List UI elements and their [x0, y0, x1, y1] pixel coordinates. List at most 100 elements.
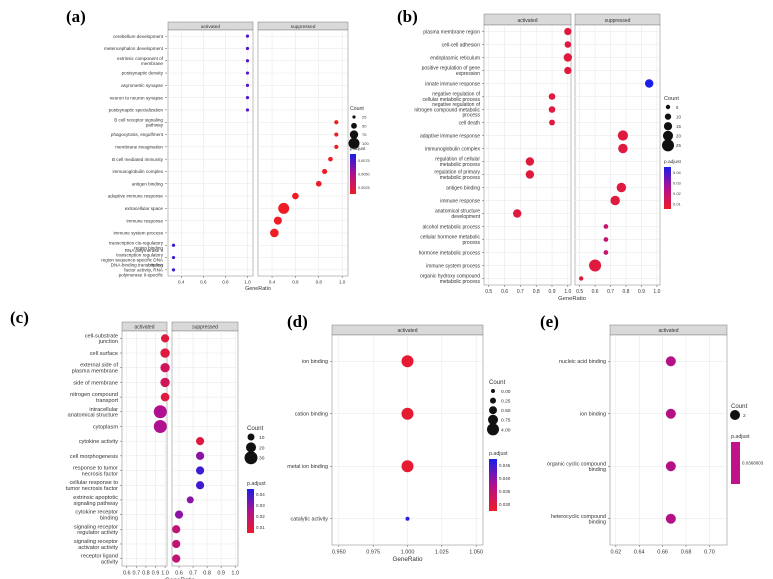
facet-strip-label: activated — [397, 328, 417, 334]
x-tick-label: 0.7 — [517, 289, 524, 295]
y-category-label: B cell receptor signaling pathway — [114, 117, 163, 127]
y-category-label: anatomical structure development — [435, 209, 481, 220]
dot-metal-ion-binding — [401, 460, 414, 473]
x-tick-label: 0.64 — [634, 550, 645, 556]
dot-dna-binding-transcription-factor-activity-rna-polymerase-ii-specific — [171, 268, 176, 272]
y-category-label: immune response — [440, 198, 480, 204]
y-category-label: neuron to neuron synapse — [110, 95, 164, 100]
y-category-label: adaptive immune response — [420, 133, 480, 139]
y-label-line: expression — [456, 71, 480, 77]
x-tick-label: 1.0 — [564, 289, 571, 295]
y-category-label: nitrogen compound transport — [70, 392, 118, 404]
legend-size-dot — [352, 115, 356, 119]
dot-signaling-receptor-activator-activity — [172, 539, 181, 549]
y-label-line: metabolic process — [440, 175, 481, 181]
panel-label-b: (b) — [397, 7, 418, 26]
dot-metencephalon-development — [245, 46, 250, 51]
dot-extrinsic-apoptotic-signaling-pathway — [186, 496, 194, 504]
x-tick-label: 0.5 — [485, 289, 492, 295]
y-label-line: nitrogen compound metabolic — [414, 107, 480, 113]
y-category-label: asymmetric synapse — [121, 83, 163, 88]
dot-immune-response — [610, 195, 620, 206]
y-label-line: postsynaptic specialization — [109, 108, 164, 113]
y-label-line: cerebellum development — [113, 34, 164, 39]
y-label-line: cellular response to — [69, 480, 118, 486]
y-label-line: phagocytosis, engulfment — [111, 132, 164, 137]
facet-strip-label: activated — [134, 324, 154, 330]
y-label-line: regulation of primary — [434, 170, 480, 176]
y-label-line: nitrogen compound — [70, 392, 118, 398]
y-label-line: negative regulation of — [432, 92, 480, 98]
x-axis-title: GeneRatio — [165, 577, 196, 579]
x-tick-label: 0.975 — [366, 550, 380, 556]
y-label-line: membrane — [141, 61, 163, 66]
y-category-label: cell morphogenesis — [70, 454, 118, 460]
y-label-line: RNA polymerase II — [125, 248, 163, 253]
y-category-label: catalytic activity — [291, 517, 329, 523]
y-category-label: extracellular space — [125, 206, 164, 211]
dot-nitrogen-compound-transport — [160, 392, 170, 402]
dot-extracellular-space — [278, 202, 290, 214]
y-category-label: endoplasmic reticulum — [430, 55, 480, 61]
y-label-line: immune response — [440, 198, 480, 204]
legend-size-dot — [351, 122, 357, 129]
legend-size-label: 0.50 — [501, 408, 511, 414]
legend: Count 10 20 30 p.adjust 0.04 0.03 0.02 0.01 — [244, 425, 266, 533]
y-label-line: asymmetric synapse — [121, 83, 163, 88]
y-label-line: transport — [96, 398, 119, 404]
facet-panel — [171, 330, 239, 567]
legend-size-dot — [491, 389, 495, 393]
dot-ion-binding — [401, 355, 414, 368]
facet-strip-label: suppressed — [192, 324, 218, 330]
y-label-line: region binding — [134, 245, 163, 250]
legend-size-dot — [488, 414, 498, 425]
y-label-line: metal ion binding — [287, 464, 328, 470]
legend-color-label: 0.0025 — [358, 186, 370, 190]
dot-postsynaptic-specialization — [245, 108, 250, 112]
legend-size-dot — [663, 122, 673, 131]
y-label-line: anatomical structure — [68, 413, 118, 419]
dot-external-side-of-plasma-membrane — [160, 363, 170, 373]
facet-suppressed: suppressed 0.5 0.6 0.7 0.8 0.9 1.0 — [574, 13, 661, 295]
dot-cell-surface — [160, 348, 170, 358]
legend-color-label: 0.0050 — [358, 173, 370, 177]
dot-cell-death — [549, 119, 555, 126]
y-label-line: transcription cis-regulatory — [109, 240, 164, 245]
y-category-label: extrinsic apoptotic signaling pathway — [73, 495, 118, 507]
y-label-line: cell-substrate — [85, 333, 118, 339]
panel-label-c: (c) — [10, 308, 29, 327]
y-label-line: organic cyclic compound — [547, 461, 606, 467]
dot-immune-response — [273, 216, 282, 225]
dot-cytokine-receptor-binding — [174, 510, 184, 519]
y-label-line: factor activity, RNA — [124, 267, 164, 272]
legend-colorbar — [489, 459, 497, 511]
y-label-line: metencephalon development — [104, 46, 164, 51]
dot-immunoglobulin-complex — [618, 143, 628, 154]
legend-size-dot — [247, 433, 255, 441]
facet-panel — [167, 29, 254, 277]
legend-color-label: 0.035 — [499, 489, 511, 494]
y-category-label: metencephalon development — [104, 46, 164, 51]
x-tick-label: 0.8 — [623, 289, 630, 295]
y-category-label: hormone metabolic process — [419, 250, 481, 256]
y-category-label: antigen binding — [446, 185, 480, 191]
legend-colorbar — [664, 167, 671, 209]
y-category-label: cation binding — [295, 412, 328, 418]
legend-size-label: 10 — [259, 435, 265, 441]
y-label-line: immunoglobulin complex — [112, 169, 163, 174]
y-label-line: plasma membrane — [72, 369, 118, 375]
legend-size-label: 25 — [676, 143, 681, 148]
x-tick-label: 0.68 — [681, 550, 692, 556]
dot-postsynaptic-density — [245, 71, 250, 75]
y-label-line: extrinsic apoptotic — [73, 495, 118, 501]
facet-suppressed: suppressed 0.4 0.6 0.8 1.0 — [257, 21, 349, 285]
legend-size-label: 30 — [259, 456, 265, 462]
dot-immune-system-process — [270, 228, 279, 238]
y-label-line: tumor necrosis factor — [66, 486, 118, 492]
y-category-label: postsynaptic density — [122, 71, 164, 76]
y-label-line: metabolic process — [440, 279, 481, 285]
dot-cellular-hormone-metabolic-process — [603, 237, 609, 242]
y-label-line: regulation of cellular — [435, 157, 480, 163]
x-tick-label: 0.9 — [152, 571, 160, 577]
y-label-line: cellular hormone metabolic — [420, 235, 480, 241]
